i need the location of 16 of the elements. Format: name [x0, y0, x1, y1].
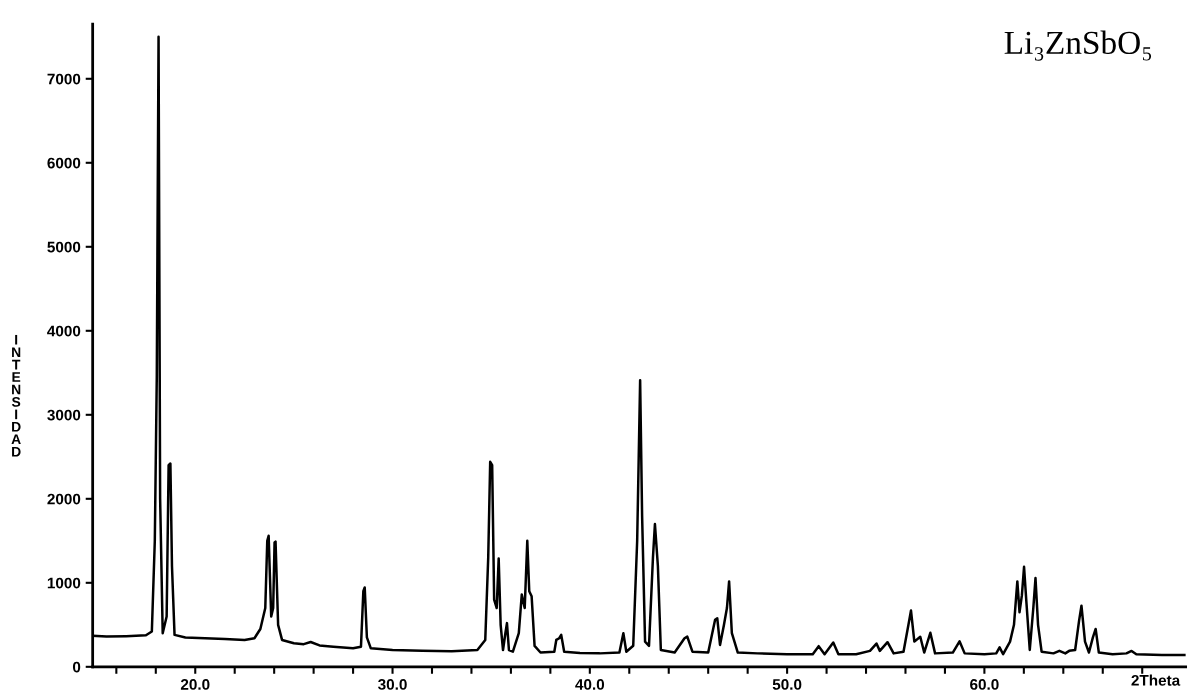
x-tick-label: 40.0 [575, 679, 605, 690]
y-tick-label: 4000 [47, 325, 81, 337]
x-tick-label: 60.0 [970, 679, 999, 690]
chart-title: Li₃ZnSbO₅ [1004, 30, 1152, 61]
x-tick-label: 30.0 [378, 679, 407, 690]
y-tick-label: 1000 [47, 577, 81, 589]
y-tick-label: 2000 [47, 493, 81, 505]
text: INTENSIDAD [11, 334, 21, 457]
y-tick-label: 7000 [47, 73, 81, 85]
y-tick-label: 3000 [47, 409, 81, 421]
x-axis-title: 2Theta [1131, 674, 1181, 686]
x-tick-label: 20.0 [180, 679, 210, 690]
y-tick-label: 5000 [47, 241, 81, 253]
y-tick-label: 0 [72, 661, 81, 673]
x-tick-label: 50.0 [772, 679, 802, 690]
y-tick-label: 6000 [47, 157, 81, 169]
